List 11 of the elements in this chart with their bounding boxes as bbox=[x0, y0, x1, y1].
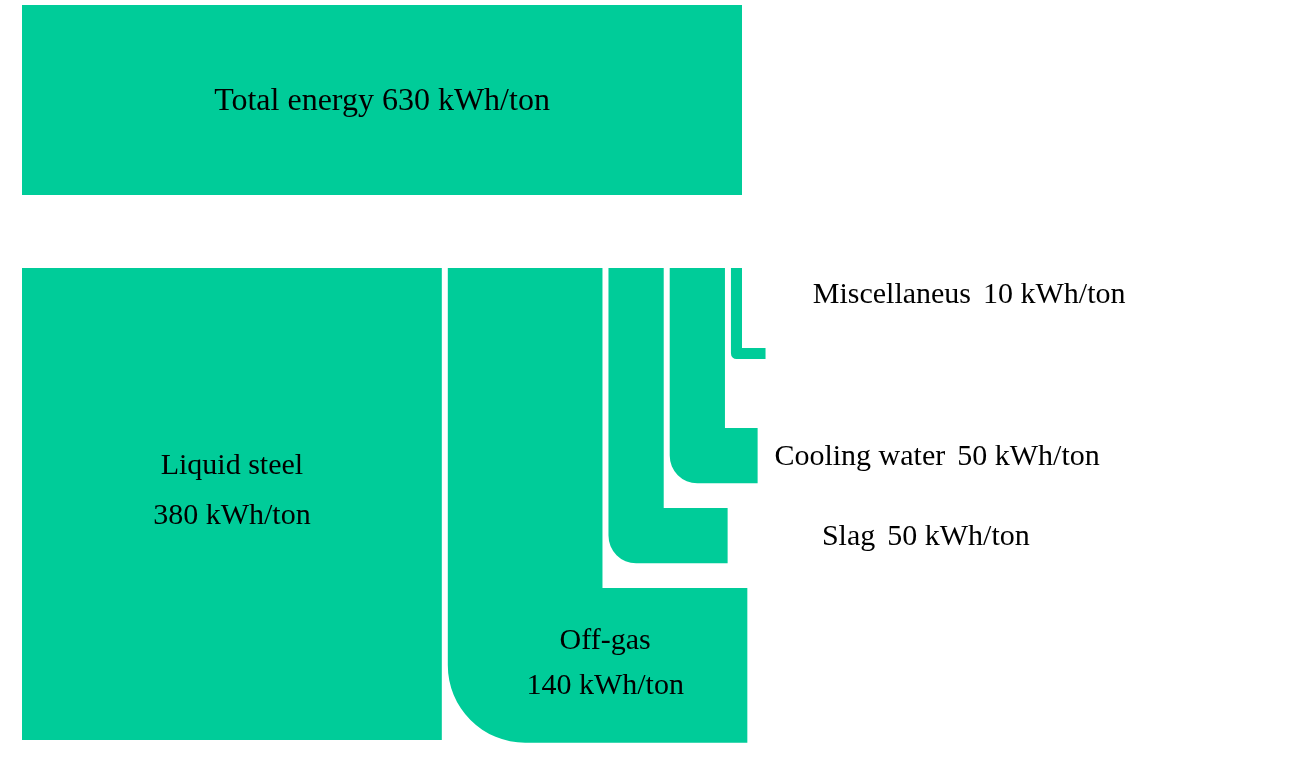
category-label: Cooling water bbox=[774, 437, 946, 471]
data-label: 10 kWh/ton bbox=[983, 275, 1126, 309]
category-label: Miscellaneus bbox=[812, 275, 972, 309]
data-label: 50 kWh/ton bbox=[887, 517, 1030, 551]
data-label: 380 kWh/ton bbox=[153, 497, 311, 530]
data-label: 50 kWh/ton bbox=[957, 437, 1100, 471]
category-label: Liquid steel bbox=[160, 447, 304, 480]
data-label: 140 kWh/ton bbox=[526, 667, 684, 701]
category-label: Off-gas bbox=[559, 622, 651, 656]
text: Total energy 630 kWh/ton bbox=[214, 81, 550, 117]
category-label: Slag bbox=[821, 517, 876, 551]
